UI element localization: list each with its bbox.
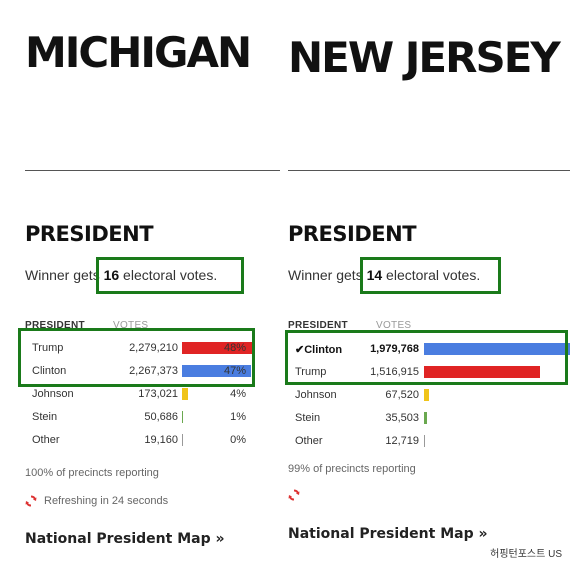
vote-count: 2,279,210 bbox=[129, 342, 178, 354]
col-president: PRESIDENT bbox=[25, 320, 85, 331]
refresh-status: Refreshing in 24 seconds bbox=[44, 495, 169, 507]
winner-text: Winner gets 14 electoral votes. bbox=[288, 267, 481, 283]
candidate-name: Johnson bbox=[32, 388, 74, 400]
vote-share-bar bbox=[424, 435, 425, 447]
candidate-name: Stein bbox=[32, 411, 58, 423]
electoral-votes-count: 14 bbox=[366, 267, 383, 283]
candidate-name: Other bbox=[32, 434, 60, 446]
vote-percent: 1% bbox=[230, 411, 246, 423]
vote-percent: 48% bbox=[223, 342, 246, 354]
national-president-map-link[interactable]: National President Map » bbox=[25, 531, 225, 547]
table-row: Other 12,719 bbox=[295, 431, 567, 453]
vote-count: 35,503 bbox=[385, 412, 419, 424]
vote-share-bar bbox=[182, 411, 183, 423]
vote-count: 19,160 bbox=[144, 434, 178, 446]
candidate-name: Trump bbox=[295, 366, 327, 378]
refresh-icon[interactable] bbox=[25, 495, 37, 507]
table-row: Other 19,160 0% bbox=[32, 430, 252, 452]
table-row: ✔Clinton 1,979,768 bbox=[295, 339, 570, 361]
michigan-panel: MICHIGAN PRESIDENT Winner gets 16 electo… bbox=[18, 28, 280, 547]
table-row: Johnson 67,520 bbox=[295, 385, 567, 407]
col-president: PRESIDENT bbox=[288, 320, 348, 331]
candidate-name: ✔Clinton bbox=[295, 344, 343, 356]
results-header: PRESIDENT bbox=[288, 320, 348, 331]
vote-count: 1,516,915 bbox=[370, 366, 419, 378]
winner-text: Winner gets 16 electoral votes. bbox=[25, 267, 218, 283]
table-row: Trump 2,279,210 48% bbox=[32, 338, 253, 360]
vote-percent: 47% bbox=[223, 365, 246, 377]
vote-share-bar bbox=[182, 434, 183, 446]
state-title: NEW JERSEY bbox=[288, 33, 561, 82]
vote-share-bar bbox=[424, 389, 429, 401]
divider bbox=[288, 170, 570, 171]
highlight-box-electoral bbox=[360, 257, 501, 294]
national-president-map-link[interactable]: National President Map » bbox=[288, 526, 488, 542]
vote-share-bar bbox=[182, 365, 251, 377]
divider bbox=[25, 170, 280, 171]
candidate-name: Other bbox=[295, 435, 323, 447]
candidate-name: Trump bbox=[32, 342, 64, 354]
new-jersey-panel: NEW JERSEY PRESIDENT Winner gets 14 elec… bbox=[285, 0, 570, 566]
vote-count: 50,686 bbox=[144, 411, 178, 423]
vote-percent: 0% bbox=[230, 434, 246, 446]
highlight-box-results bbox=[18, 328, 255, 387]
vote-share-bar bbox=[424, 343, 570, 355]
highlight-box-results bbox=[285, 330, 568, 385]
electoral-votes-count: 16 bbox=[103, 267, 120, 283]
vote-count: 2,267,373 bbox=[129, 365, 178, 377]
vote-share-bar bbox=[424, 366, 540, 378]
vote-share-bar bbox=[182, 342, 253, 354]
vote-count: 173,021 bbox=[138, 388, 178, 400]
vote-count: 67,520 bbox=[385, 389, 419, 401]
precincts-reporting: 100% of precincts reporting bbox=[25, 467, 159, 479]
candidate-name: Johnson bbox=[295, 389, 337, 401]
source-credit: 허핑턴포스트 US bbox=[490, 549, 562, 560]
col-votes: VOTES bbox=[376, 320, 412, 331]
results-header: PRESIDENT bbox=[25, 320, 85, 331]
vote-share-bar bbox=[182, 388, 188, 400]
vote-count: 1,979,768 bbox=[370, 343, 419, 355]
state-title: MICHIGAN bbox=[25, 28, 252, 77]
table-row: Stein 50,686 1% bbox=[32, 407, 252, 429]
candidate-name: Clinton bbox=[32, 365, 67, 377]
refresh-icon[interactable] bbox=[288, 489, 300, 501]
table-row: Johnson 173,021 4% bbox=[32, 384, 252, 406]
section-heading: PRESIDENT bbox=[25, 222, 154, 246]
highlight-box-electoral bbox=[96, 257, 244, 294]
section-heading: PRESIDENT bbox=[288, 222, 417, 246]
precincts-reporting: 99% of precincts reporting bbox=[288, 463, 416, 475]
candidate-name: Stein bbox=[295, 412, 321, 424]
table-row: Stein 35,503 bbox=[295, 408, 567, 430]
col-votes: VOTES bbox=[113, 320, 149, 331]
vote-count: 12,719 bbox=[385, 435, 419, 447]
vote-share-bar bbox=[424, 412, 427, 424]
vote-percent: 4% bbox=[230, 388, 246, 400]
table-row: Clinton 2,267,373 47% bbox=[32, 361, 252, 383]
table-row: Trump 1,516,915 bbox=[295, 362, 567, 384]
